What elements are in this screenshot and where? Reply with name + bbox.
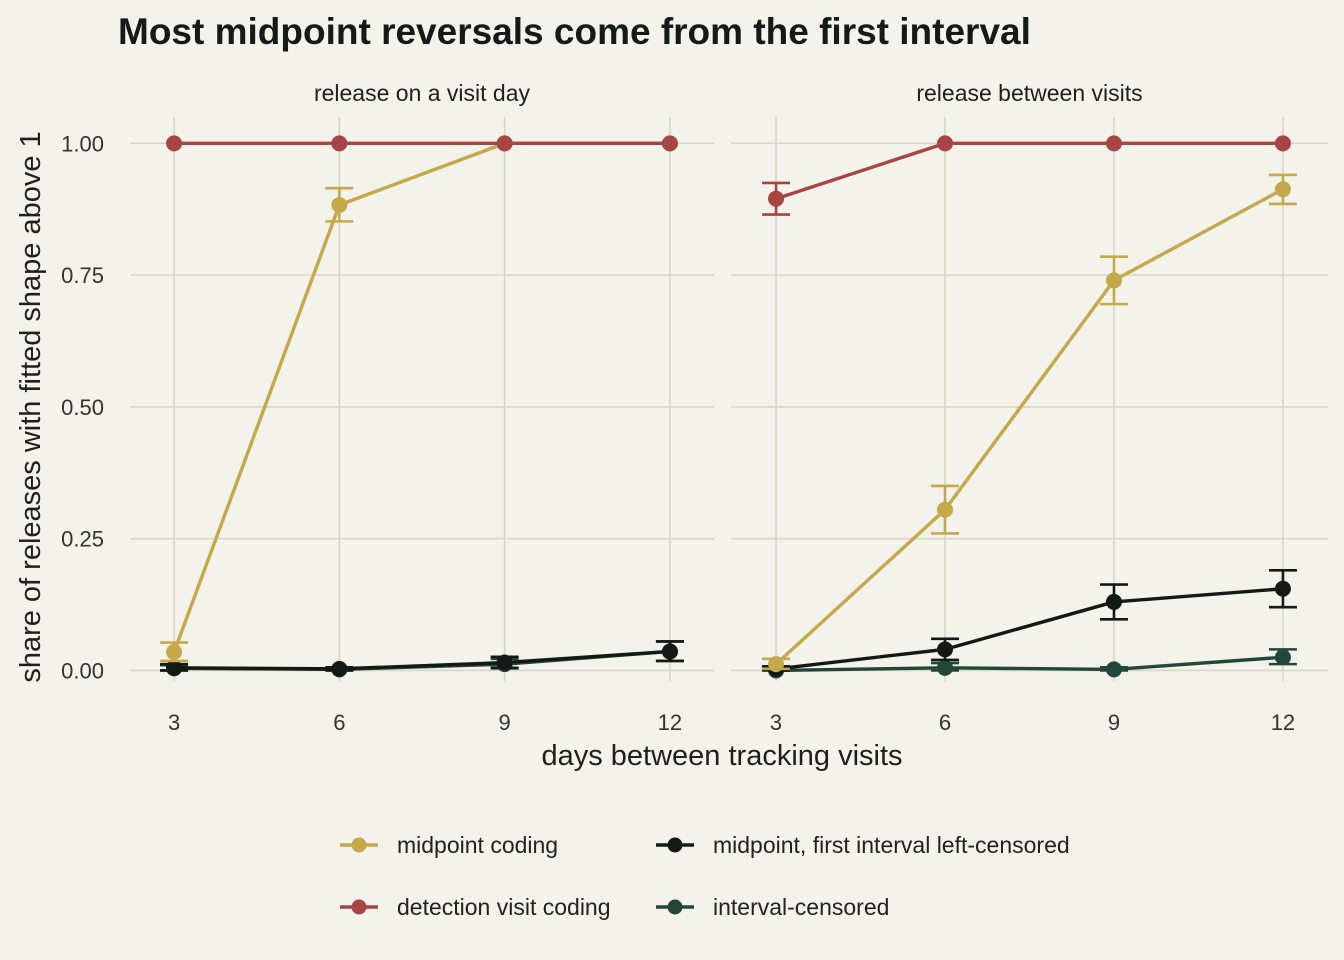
legend-swatch-point: [351, 899, 367, 915]
y-tick-label: 0.50: [61, 395, 104, 420]
y-tick-label: 0.75: [61, 263, 104, 288]
series-interval_censored: [768, 648, 1297, 679]
series-first_interval: [762, 569, 1297, 677]
data-point: [1274, 135, 1291, 152]
data-point: [166, 659, 183, 676]
legend-item-detection: detection visit coding: [340, 894, 611, 920]
panel-strip-label: release on a visit day: [314, 80, 531, 106]
x-tick-label: 6: [333, 710, 345, 735]
x-tick-label: 12: [1271, 710, 1295, 735]
data-point: [1105, 135, 1122, 152]
y-tick-label: 0.00: [61, 658, 104, 683]
legend-label: interval-censored: [713, 894, 889, 920]
series-first_interval: [160, 640, 684, 677]
data-point: [496, 654, 513, 671]
legend-label: detection visit coding: [397, 894, 611, 920]
legend: midpoint coding midpoint, first interval …: [340, 832, 1070, 920]
y-tick-label: 1.00: [61, 131, 104, 156]
series-detection: [166, 135, 678, 152]
x-tick-label: 3: [168, 710, 180, 735]
series-line: [172, 141, 670, 653]
panels: release on a visit day 0.00 0.25 0.50 0.75 1.…: [61, 80, 1328, 735]
x-tick-label: 12: [658, 710, 682, 735]
legend-swatch-point: [667, 899, 683, 915]
series-line: [775, 587, 1284, 671]
series-line: [776, 655, 1284, 673]
data-point: [331, 135, 348, 152]
data-point: [768, 656, 785, 673]
legend-swatch-point: [667, 837, 683, 853]
data-point: [166, 644, 183, 661]
data-point: [661, 643, 678, 660]
data-point: [937, 659, 954, 676]
legend-item-first_interval: midpoint, first interval left-censored: [656, 832, 1070, 858]
legend-label: midpoint coding: [397, 832, 558, 858]
legend-label: midpoint, first interval left-censored: [713, 832, 1070, 858]
x-tick-label: 6: [939, 710, 951, 735]
panel-strip-label: release between visits: [916, 80, 1142, 106]
series-interval_censored: [160, 640, 684, 678]
data-point: [937, 501, 954, 518]
series-line: [774, 187, 1284, 666]
legend-swatch-point: [351, 837, 367, 853]
panel-1: release on a visit day 0.00 0.25 0.50 0.75 1.…: [61, 80, 714, 735]
x-tick-label: 9: [1108, 710, 1120, 735]
x-axis-title: days between tracking visits: [541, 740, 902, 772]
panel-2: release between visits 3 6 9 12: [731, 80, 1328, 735]
data-point: [661, 135, 678, 152]
data-point: [1105, 272, 1122, 289]
series-midpoint: [762, 173, 1297, 673]
data-point: [937, 641, 954, 658]
data-point: [937, 135, 954, 152]
y-axis-title: share of releases with fitted shape abov…: [15, 131, 47, 682]
chart-title: Most midpoint reversals come from the fi…: [118, 11, 1031, 52]
data-point: [1274, 580, 1291, 597]
data-point: [331, 197, 348, 214]
data-point: [166, 135, 183, 152]
data-point: [1105, 661, 1122, 678]
series-line: [174, 649, 671, 671]
series-line: [775, 141, 1283, 201]
x-tick-label: 3: [770, 710, 782, 735]
data-point: [496, 135, 513, 152]
data-point: [1105, 593, 1122, 610]
legend-item-interval_censored: interval-censored: [656, 894, 889, 920]
data-point: [331, 660, 348, 677]
series-detection: [762, 135, 1291, 216]
legend-item-midpoint: midpoint coding: [340, 832, 558, 858]
x-tick-label: 9: [499, 710, 511, 735]
data-point: [1274, 649, 1291, 666]
series-midpoint: [160, 135, 678, 663]
data-point: [1274, 181, 1291, 198]
data-point: [768, 190, 785, 207]
y-tick-label: 0.25: [61, 527, 104, 552]
